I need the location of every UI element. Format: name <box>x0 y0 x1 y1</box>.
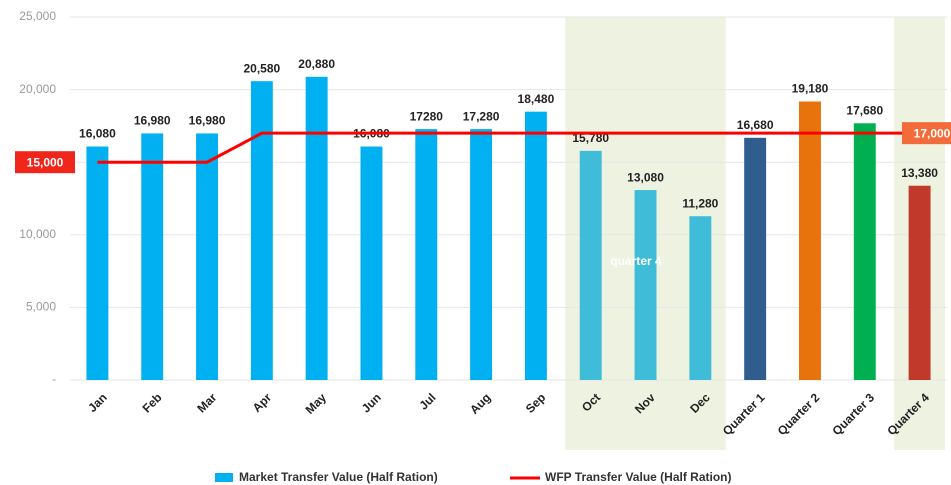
x-tick-label: Quarter 3 <box>830 390 878 438</box>
bar <box>470 129 493 380</box>
x-tick-label: Jan <box>85 390 110 415</box>
bar <box>853 123 876 380</box>
y-tick-label: - <box>52 372 56 386</box>
bar <box>579 150 602 380</box>
data-label: 20,580 <box>243 61 280 75</box>
data-label: 16,980 <box>189 114 226 128</box>
bar <box>744 137 767 380</box>
x-tick-label: Feb <box>140 390 165 415</box>
annotation: quarter 4 <box>610 254 662 268</box>
legend-swatch <box>215 473 233 482</box>
x-tick-label: Sep <box>523 390 548 415</box>
data-label: 15,000 <box>27 155 64 169</box>
bar <box>86 146 109 380</box>
data-label: 13,380 <box>901 166 938 180</box>
bar <box>634 190 657 380</box>
data-label: 11,280 <box>682 196 718 210</box>
bar <box>908 185 931 380</box>
data-label: 17280 <box>410 109 444 123</box>
data-label: 16,680 <box>737 118 774 132</box>
data-label: 16,980 <box>134 114 171 128</box>
y-tick-label: 5,000 <box>26 300 56 314</box>
bar <box>305 76 328 381</box>
x-tick-label: May <box>303 390 330 417</box>
data-label: 17,280 <box>463 109 500 123</box>
bar <box>196 133 218 380</box>
bar <box>360 146 383 380</box>
legend-label: WFP Transfer Value (Half Ration) <box>545 470 731 484</box>
bar <box>799 101 821 380</box>
bar <box>415 129 438 380</box>
line <box>97 131 920 164</box>
x-tick-label: Aug <box>467 390 493 416</box>
x-tick-label: Apr <box>250 390 275 415</box>
x-tick-label: Jul <box>416 390 438 412</box>
bar <box>141 133 164 380</box>
data-label: 18,480 <box>518 92 555 106</box>
data-label-box <box>902 122 951 145</box>
data-label: 13,080 <box>627 170 664 184</box>
x-tick-label: Quarter 1 <box>720 390 768 438</box>
x-tick-label: Jun <box>359 390 384 415</box>
y-tick-label: 20,000 <box>19 82 56 96</box>
data-label: 19,180 <box>792 82 829 96</box>
data-label: 17,000 <box>914 126 951 140</box>
data-label: 17,680 <box>846 103 883 117</box>
data-label-box <box>15 151 75 174</box>
bar <box>250 81 273 380</box>
x-tick-label: Quarter 2 <box>775 390 823 438</box>
y-tick-label: 25,000 <box>19 9 56 23</box>
data-label: 16,080 <box>79 127 116 141</box>
x-tick-label: Mar <box>194 390 219 415</box>
bar <box>689 216 712 380</box>
data-label: 20,880 <box>298 57 335 71</box>
y-tick-label: 10,000 <box>19 227 56 241</box>
legend-label: Market Transfer Value (Half Ration) <box>239 470 438 484</box>
bar <box>524 111 547 380</box>
